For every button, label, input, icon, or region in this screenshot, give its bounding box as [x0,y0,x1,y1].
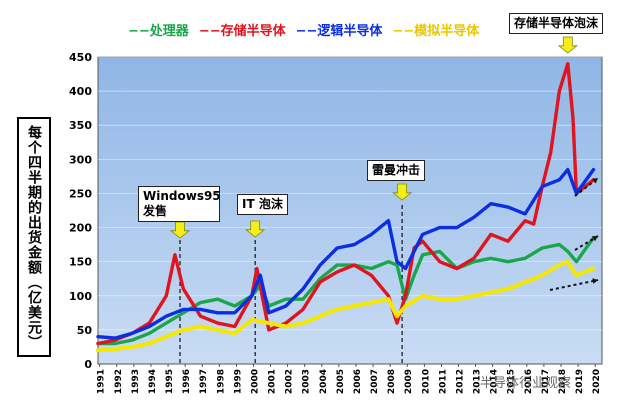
legend-item-analog: −−模拟半导体 [392,24,480,39]
arrow-lehman-shock [391,183,413,201]
arrow-windows95 [169,221,191,239]
x-tick-label: 2006 [353,369,363,394]
x-tick-label: 2014 [490,369,500,394]
x-tick-label: 2004 [319,369,329,394]
y-tick-label: 450 [69,51,92,64]
x-tick-label: 1999 [233,369,243,394]
x-tick-label: 2003 [302,369,312,394]
trend-arrow-memory-head [592,178,598,184]
x-tick-label: 2019 [575,369,585,394]
trend-arrow-processor-head [592,236,598,242]
watermark: 半导体行业观察 [480,376,572,391]
legend-item-memory: −−存储半导体 [198,24,286,39]
x-tick-label: 1992 [114,369,124,394]
x-tick-label: 2007 [370,369,380,394]
y-tick-label: 100 [69,290,92,303]
y-tick-label: 400 [69,85,92,98]
y-tick-label: 200 [69,222,92,235]
x-tick-label: 2010 [421,369,431,394]
x-tick-label: 2002 [285,369,295,394]
x-tick-label: 1995 [165,369,175,394]
x-tick-label: 2015 [507,369,517,394]
x-tick-label: 2018 [558,369,568,394]
x-tick-label: 1991 [97,369,107,394]
x-tick-label: 2020 [592,369,602,394]
legend: −−处理器 −−存储半导体 −−逻辑半导体 −−模拟半导体 [128,20,479,39]
arrow-it-bubble [245,220,266,238]
annotation-windows95: Windows95 发售 [138,186,221,222]
y-tick-label: 300 [69,153,92,166]
x-tick-label: 2017 [541,369,551,394]
y-tick-label: 150 [69,256,92,269]
series-line-1 [96,62,596,346]
x-tick-label: 1994 [148,369,158,394]
y-tick-label: 250 [69,187,92,200]
x-tick-label: 2016 [524,369,534,394]
x-tick-label: 2012 [455,369,465,394]
x-tick-label: 2005 [336,369,346,394]
annotation-lehman-shock: 雷曼冲击 [367,160,426,181]
y-tick-label: 350 [69,119,92,132]
y-axis-label: 每个四半期的出货金额（亿美元） [26,124,42,350]
legend-item-logic: −−逻辑半导体 [295,24,383,39]
x-tick-label: 2013 [473,369,483,394]
x-tick-label: 2000 [250,369,260,394]
x-tick-label: 1997 [199,369,209,394]
x-tick-label: 2001 [268,369,278,394]
x-tick-label: 2011 [438,369,448,394]
series-line-3 [96,259,596,353]
legend-item-processor: −−处理器 [128,24,189,39]
x-tick-label: 1998 [216,369,226,394]
x-tick-label: 1993 [131,369,141,394]
y-axis-label-box: 每个四半期的出货金额（亿美元） [17,117,51,357]
x-tick-label: 1996 [182,369,192,394]
y-tick-label: 0 [84,358,92,371]
series-line-2 [96,167,596,340]
y-tick-label: 50 [77,324,93,337]
x-tick-label: 2008 [387,369,397,394]
trend-arrow-analog-head [592,278,598,284]
annotation-memory-bubble: 存储半导体泡沫 [509,13,604,34]
x-tick-label: 2009 [404,369,414,394]
trend-arrow-processor [574,235,599,251]
arrow-memory-bubble [557,36,578,54]
annotation-it-bubble: IT 泡沫 [237,194,288,215]
trend-arrow-analog [549,279,599,291]
